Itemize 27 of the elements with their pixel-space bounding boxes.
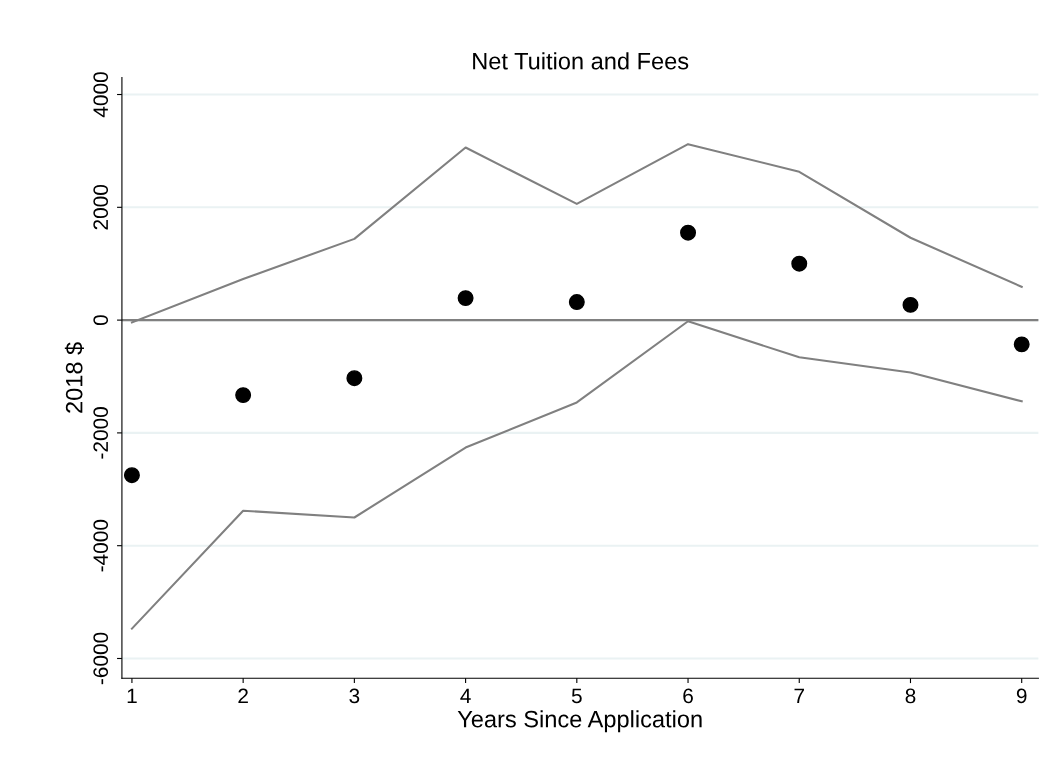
y-tick-label: -4000 xyxy=(93,519,109,572)
x-tick-label: 6 xyxy=(683,688,693,704)
y-tick-label: -2000 xyxy=(93,407,109,459)
point xyxy=(123,467,140,484)
point xyxy=(346,370,363,387)
x-tick-label: 5 xyxy=(571,688,582,704)
point xyxy=(1013,336,1030,353)
point xyxy=(680,224,697,241)
x-tick-label: 4 xyxy=(460,688,471,704)
x-axis-title: Years Since Application xyxy=(457,710,702,733)
point xyxy=(791,255,808,272)
x-tick-label: 2 xyxy=(238,688,248,704)
chart-title: Net Tuition and Fees xyxy=(473,52,689,70)
point xyxy=(902,296,919,313)
x-tick-label: 3 xyxy=(349,688,360,704)
y-tick-label: -6000 xyxy=(93,632,109,685)
x-tick-label: 7 xyxy=(794,688,805,704)
y-axis-title: 2018 $ xyxy=(64,342,84,413)
y-tick-label: 4000 xyxy=(93,72,109,118)
point xyxy=(235,387,252,404)
x-tick-label: 8 xyxy=(905,688,916,704)
y-tick-label: 0 xyxy=(93,315,109,326)
point xyxy=(568,294,585,311)
point xyxy=(457,290,474,307)
x-tick-label: 1 xyxy=(127,688,137,704)
y-tick-label: 2000 xyxy=(93,184,109,230)
x-tick-label: 9 xyxy=(1016,688,1027,704)
